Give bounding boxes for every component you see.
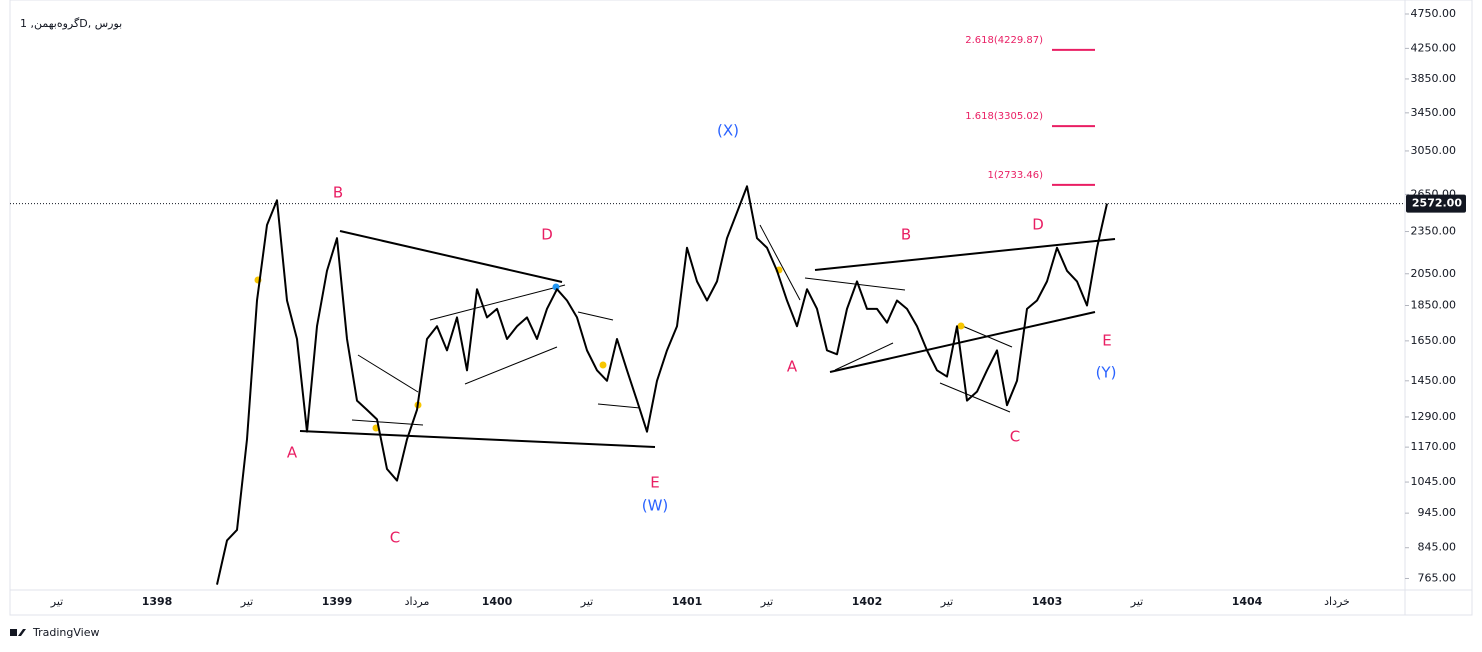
wave-label: D	[541, 226, 553, 244]
y-tick-label: 1045.00	[1411, 475, 1457, 488]
fib-label: 2.618(4229.87)	[965, 35, 1043, 46]
wave-label: (W)	[642, 497, 669, 515]
frame	[9, 0, 1473, 616]
wave-label: A	[787, 358, 798, 376]
wave-label: E	[650, 474, 659, 492]
thin-lines	[351, 224, 1013, 426]
x-tick-label: تیر	[1130, 595, 1143, 608]
brand: TradingView	[32, 626, 99, 639]
fib-label: 1(2733.46)	[987, 170, 1043, 181]
y-tick-label: 2050.00	[1411, 267, 1457, 280]
trendline	[814, 238, 1116, 271]
trendline	[339, 230, 563, 283]
x-tick-label: خرداد	[1324, 595, 1350, 608]
trendline	[429, 284, 566, 321]
last-price-box	[1406, 194, 1466, 213]
chart-title: گروه‌بهمن, 1D, بورس	[20, 17, 122, 30]
trendlines	[299, 230, 1116, 448]
wave-label: B	[333, 184, 343, 202]
trendline	[597, 403, 641, 409]
y-tick-label: 1170.00	[1411, 440, 1457, 453]
y-tick-label: 845.00	[1418, 541, 1457, 554]
x-tick-label: 1401	[672, 595, 703, 608]
trendline	[299, 430, 656, 448]
x-tick-label: تیر	[580, 595, 593, 608]
y-tick-label: 765.00	[1418, 571, 1457, 584]
trendline	[357, 354, 419, 393]
y-tick-label: 945.00	[1418, 506, 1457, 519]
y-tick-label: 3850.00	[1411, 72, 1457, 85]
wave-label: C	[1010, 428, 1020, 446]
logo-mark	[18, 629, 26, 636]
x-tick-label: 1399	[322, 595, 353, 608]
wave-label: A	[287, 444, 298, 462]
logo: TradingView	[10, 626, 99, 639]
wave-label: C	[390, 529, 400, 547]
y-tick-label: 2350.00	[1411, 225, 1457, 238]
x-tick-label: 1400	[482, 595, 513, 608]
x-tick-label: مرداد	[405, 595, 430, 608]
wave-label: (X)	[717, 122, 739, 140]
logo-mark	[10, 629, 17, 636]
y-tick-label: 4250.00	[1411, 41, 1457, 54]
trendline	[829, 311, 1096, 373]
wave-label: D	[1032, 216, 1044, 234]
trendline	[577, 311, 614, 321]
y-tick-label: 3050.00	[1411, 144, 1457, 157]
x-tick-label: تیر	[940, 595, 953, 608]
trendline	[834, 342, 894, 371]
marker	[957, 322, 965, 330]
last-price-label: 2572.00	[1412, 197, 1462, 210]
markers	[254, 266, 965, 432]
y-tick-label: 4750.00	[1411, 7, 1457, 20]
y-tick-label: 1850.00	[1411, 298, 1457, 311]
x-tick-label: 1403	[1032, 595, 1063, 608]
x-tick-label: تیر	[50, 595, 63, 608]
trendline	[759, 224, 801, 301]
marker	[599, 361, 607, 369]
trendline	[939, 382, 1011, 413]
price-line	[216, 185, 1108, 585]
y-tick-label: 1650.00	[1411, 334, 1457, 347]
wave-label: E	[1102, 332, 1111, 350]
x-tick-label: 1404	[1232, 595, 1263, 608]
y-tick-label: 1290.00	[1411, 410, 1457, 423]
y-tick-label: 1450.00	[1411, 374, 1457, 387]
wave-label: (Y)	[1096, 364, 1117, 382]
x-tick-label: 1402	[852, 595, 883, 608]
fib-label: 1.618(3305.02)	[965, 111, 1043, 122]
x-tick-label: تیر	[240, 595, 253, 608]
trendline	[464, 346, 558, 385]
y-tick-label: 3450.00	[1411, 106, 1457, 119]
x-tick-label: 1398	[142, 595, 173, 608]
x-tick-label: تیر	[760, 595, 773, 608]
trendline	[959, 324, 1013, 348]
wave-label: B	[901, 226, 911, 244]
